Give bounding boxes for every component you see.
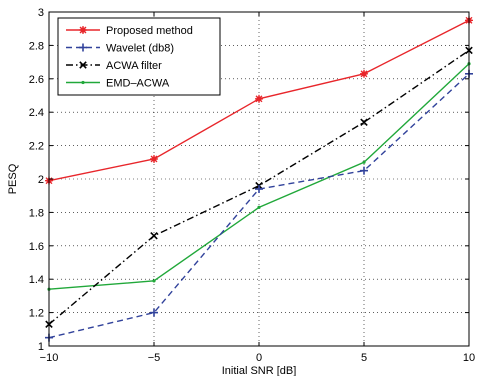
data-point-marker (255, 185, 263, 194)
series-line (48, 73, 470, 339)
legend-label: Proposed method (106, 25, 193, 37)
data-point-marker (152, 279, 156, 283)
legend-item: Proposed method (66, 25, 193, 37)
data-point-marker (79, 26, 87, 34)
y-tick-label: 1.8 (29, 207, 44, 219)
legend-label: ACWA filter (106, 60, 162, 72)
data-point-marker (360, 69, 368, 78)
y-tick-label: 2.8 (29, 40, 44, 52)
legend-item: EMD–ACWA (66, 78, 170, 90)
legend-label: Wavelet (db8) (106, 43, 174, 55)
legend: Proposed method Wavelet (db8) ACWA filter E… (57, 17, 221, 96)
x-tick-label: −5 (148, 352, 161, 364)
data-point-marker (150, 308, 158, 317)
data-point-marker (150, 232, 158, 240)
data-point-marker (360, 166, 368, 175)
x-tick-label: −10 (40, 352, 59, 364)
data-point-marker (360, 118, 368, 126)
data-point-marker (81, 80, 85, 85)
legend-label: EMD–ACWA (106, 78, 170, 90)
axis-ticks: −10 −5 0 5 10 1 1.2 1.4 1.6 1.8 2 2.2 2.4 2.6 2.8 3 (29, 7, 475, 364)
series-proposed-method (45, 16, 473, 185)
x-tick-label: 10 (463, 352, 475, 364)
data-point-marker (79, 61, 87, 69)
data-point-marker (362, 160, 366, 164)
x-tick-label: 5 (361, 352, 367, 364)
y-tick-label: 3 (38, 7, 44, 19)
y-tick-label: 1.4 (29, 274, 44, 286)
series-line (48, 49, 470, 325)
data-point-marker (255, 94, 263, 103)
data-point-marker (257, 205, 261, 209)
y-tick-label: 2.6 (29, 74, 44, 86)
data-point-marker (79, 43, 87, 52)
y-tick-label: 1.6 (29, 241, 44, 253)
y-axis-label: PESQ (7, 163, 19, 194)
legend-item: Wavelet (db8) (66, 43, 174, 55)
y-tick-label: 1.2 (29, 308, 44, 320)
x-tick-label: 0 (256, 352, 262, 364)
data-point-marker (150, 154, 158, 163)
legend-item: ACWA filter (66, 60, 162, 72)
x-axis-label: Initial SNR [dB] (222, 365, 297, 376)
y-tick-label: 2 (38, 174, 44, 186)
y-tick-label: 2.2 (29, 141, 44, 153)
y-tick-label: 1 (38, 341, 44, 353)
y-tick-label: 2.4 (29, 107, 44, 119)
